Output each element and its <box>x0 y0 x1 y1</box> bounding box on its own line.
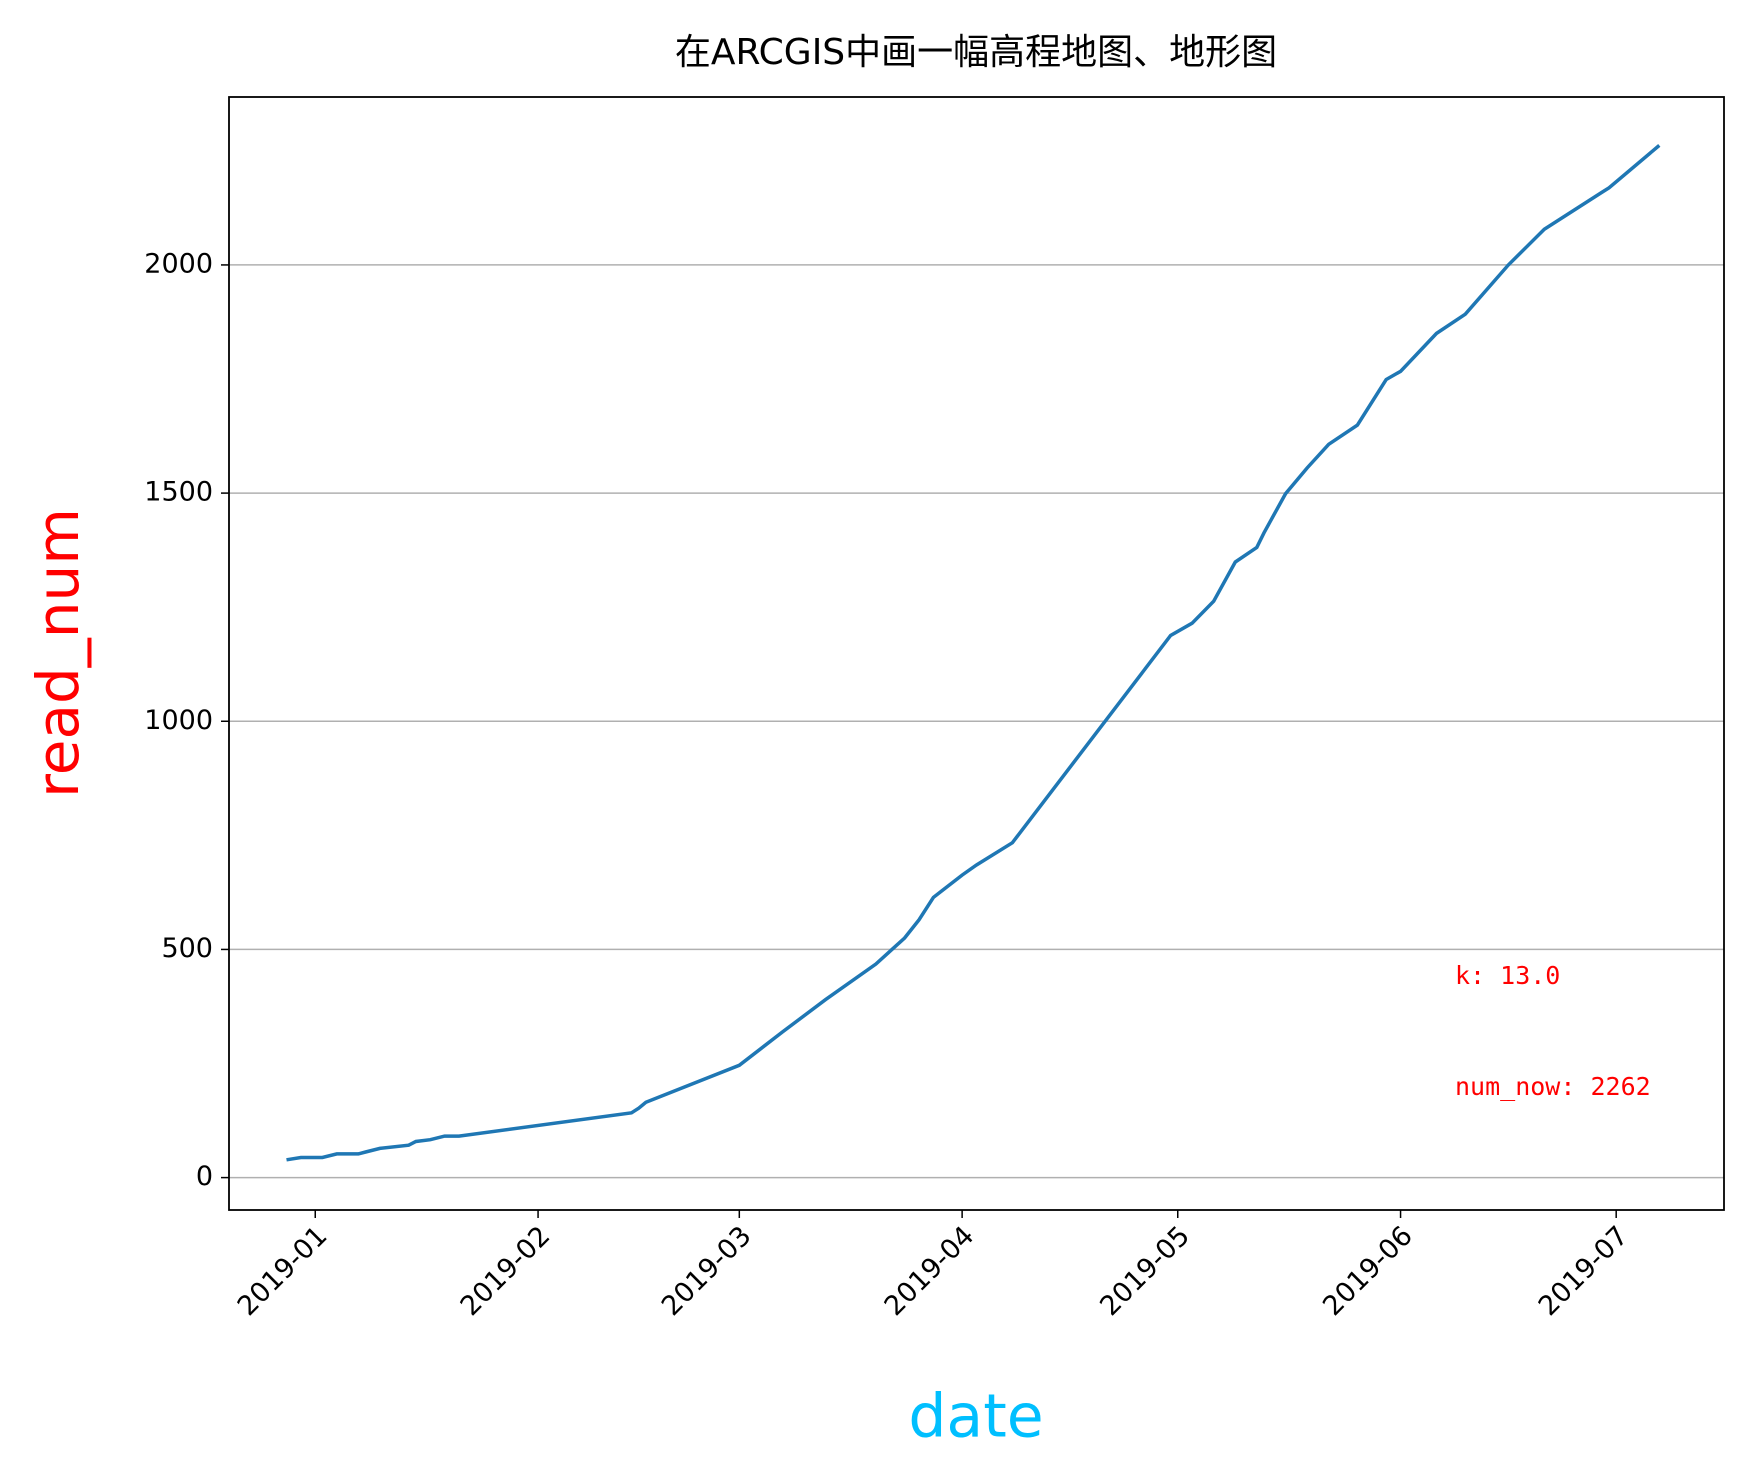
x-tick-label: 2019-04 <box>879 1220 981 1322</box>
y-tick-label: 1000 <box>144 705 213 736</box>
x-tick-label: 2019-05 <box>1094 1220 1196 1322</box>
data-line <box>286 144 1661 1162</box>
y-tick-label: 2000 <box>144 248 213 279</box>
x-axis-label: date <box>908 1382 1043 1452</box>
x-tick-label: 2019-06 <box>1317 1220 1419 1322</box>
annotation: k: 13.0 <box>1455 961 1560 990</box>
y-axis-label: read_num <box>24 508 92 798</box>
plot-frame <box>228 96 1725 1211</box>
annotation: num_now: 2262 <box>1455 1072 1651 1101</box>
x-tick-label: 2019-07 <box>1533 1220 1635 1322</box>
y-tick-label: 1500 <box>144 477 213 508</box>
x-tick-label: 2019-03 <box>656 1220 758 1322</box>
x-tick-label: 2019-02 <box>455 1220 557 1322</box>
x-tick-label: 2019-01 <box>232 1220 334 1322</box>
chart-title: 在ARCGIS中画一幅高程地图、地形图 <box>675 32 1277 73</box>
y-tick-label: 0 <box>196 1161 213 1192</box>
y-tick-label: 500 <box>161 933 213 964</box>
